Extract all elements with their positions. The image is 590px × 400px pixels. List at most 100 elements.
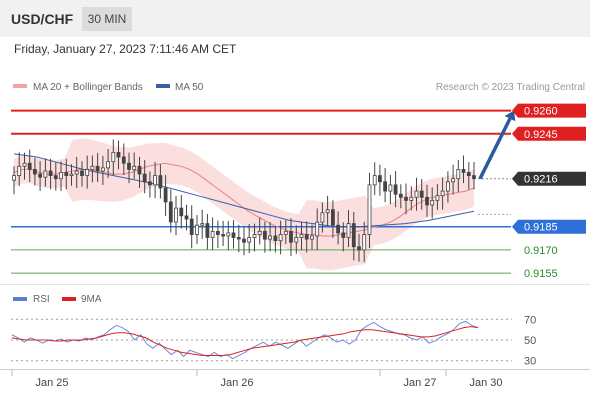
candle-body (252, 234, 257, 238)
candle-body (435, 195, 440, 201)
panel-divider (0, 284, 590, 285)
time-tick-label: Jan 27 (403, 377, 436, 389)
candle-body (132, 165, 137, 170)
timeframe-badge[interactable]: 30 MIN (82, 7, 132, 31)
candle-body (106, 161, 110, 169)
candle-body (278, 234, 283, 242)
price-label-text: 0.9245 (524, 129, 558, 141)
candle-body (80, 170, 84, 176)
candle-body (163, 187, 168, 203)
price-label-text: 0.9170 (524, 245, 558, 257)
candle-body (273, 235, 278, 241)
time-tick-label: Jan 30 (469, 377, 502, 389)
candle-body (53, 175, 58, 180)
candle-body (414, 190, 419, 198)
candle-body (111, 151, 116, 163)
candle-body (419, 190, 424, 198)
candle-body (33, 168, 37, 175)
candle-body (231, 232, 236, 238)
candle-body (242, 238, 246, 243)
candle-body (195, 224, 199, 235)
symbol-label: USD/CHF (11, 11, 74, 27)
candle-body (210, 230, 215, 238)
candle-body (409, 196, 414, 201)
candle-body (48, 170, 53, 176)
candle-body (461, 168, 466, 173)
candle-body (299, 234, 304, 238)
candle-body (158, 175, 163, 189)
candle-body (226, 232, 231, 237)
candle-body (236, 237, 241, 240)
candle-body (451, 178, 456, 183)
candle-body (168, 201, 173, 223)
candle-body (101, 167, 105, 172)
candle-body (336, 224, 341, 234)
candle-body (346, 223, 351, 238)
candle-body (315, 221, 320, 237)
candle-body (388, 184, 393, 192)
legend-ma50-swatch (156, 84, 170, 88)
candle-body (200, 223, 205, 226)
candle-body (393, 184, 398, 195)
candle-body (247, 237, 252, 243)
candle-body (262, 230, 267, 240)
candle-body (142, 173, 147, 183)
candle-body (221, 234, 226, 237)
candle-body (351, 223, 356, 248)
candle-body (257, 230, 262, 235)
candle-body (357, 246, 361, 251)
price-label-tag (512, 171, 586, 186)
candle-body (147, 181, 152, 186)
candle-body (12, 175, 16, 181)
legend-rsi-label: RSI (33, 294, 50, 305)
rsi-tick-label: 30 (524, 356, 536, 368)
price-label-tag (512, 103, 586, 118)
candle-body (121, 156, 126, 164)
rsi-tick-label: 50 (524, 335, 536, 347)
candle-body (27, 162, 32, 170)
forecast-arrow-head (504, 110, 516, 122)
forecast-arrow-shaft (478, 117, 512, 180)
candle-body (179, 207, 184, 217)
candle-body (116, 151, 121, 158)
candle-body (90, 165, 95, 170)
candle-body (372, 175, 377, 186)
candle-body (64, 172, 69, 176)
candle-body (367, 184, 372, 235)
legend-rsi-swatch (13, 297, 27, 301)
candle-body (137, 165, 142, 175)
candle-body (466, 172, 471, 176)
candle-body (377, 175, 382, 183)
candle-body (430, 199, 435, 206)
header-bar: USD/CHF 30 MIN (0, 0, 590, 37)
candle-body (38, 173, 42, 178)
credit-label: Research © 2023 Trading Central (436, 82, 585, 93)
candle-body (304, 234, 309, 240)
candle-body (310, 235, 314, 240)
candle-body (330, 209, 335, 226)
legend-ma50-label: MA 50 (175, 82, 204, 93)
price-label-text: 0.9155 (524, 268, 558, 280)
candle-body (189, 218, 194, 235)
candle-body (22, 162, 27, 167)
candle-body (215, 230, 220, 235)
legend-ma20-swatch (13, 84, 27, 88)
candle-body (268, 235, 273, 240)
candle-body (440, 190, 445, 197)
price-label-text: 0.9185 (524, 222, 558, 234)
candle-body (85, 168, 90, 176)
rsi-tick-label: 70 (524, 314, 536, 326)
candle-body (341, 232, 346, 238)
legend-ma20-label: MA 20 + Bollinger Bands (33, 82, 143, 93)
candle-body (74, 170, 79, 175)
candle-body (153, 175, 158, 186)
price-label-text: 0.9216 (524, 174, 558, 186)
candle-body (59, 172, 63, 180)
price-label-tag (512, 126, 586, 141)
candle-body (325, 209, 330, 214)
price-label-tag (512, 219, 586, 234)
candle-body (205, 223, 210, 238)
legend-9ma-swatch (62, 297, 76, 301)
